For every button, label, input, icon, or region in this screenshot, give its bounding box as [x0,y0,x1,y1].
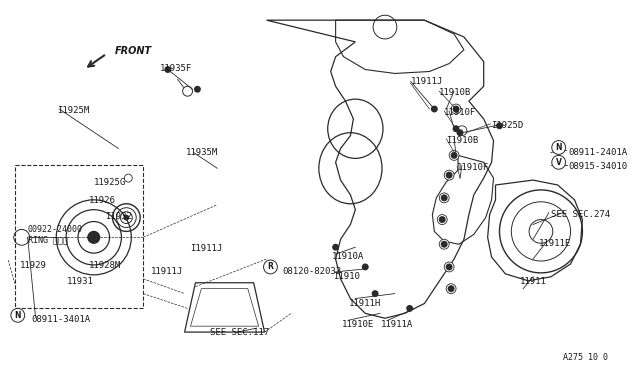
Text: I1910B: I1910B [446,136,479,145]
Circle shape [449,150,459,160]
Circle shape [456,129,463,136]
Text: FRONT: FRONT [115,46,152,56]
Circle shape [124,215,129,221]
Text: 11935F: 11935F [160,64,192,73]
Circle shape [439,239,449,249]
Circle shape [552,141,566,154]
Circle shape [164,66,172,73]
Text: 11911A: 11911A [381,320,413,329]
Circle shape [11,308,25,322]
Text: I1910: I1910 [333,272,360,281]
Circle shape [441,241,447,248]
Text: A275 10 0: A275 10 0 [563,353,607,362]
Circle shape [446,284,456,294]
Text: 11911E: 11911E [539,239,572,248]
Circle shape [441,195,447,201]
Circle shape [88,231,100,243]
Circle shape [332,244,339,251]
Text: 11910A: 11910A [332,252,364,261]
Circle shape [451,104,461,114]
Text: R: R [268,262,273,272]
Text: I1932: I1932 [106,212,132,221]
Text: SEE SEC.274: SEE SEC.274 [551,210,610,219]
Text: 00922-24000: 00922-24000 [28,225,83,234]
Bar [15,165,143,308]
Text: V: V [556,158,562,167]
Text: I1925D: I1925D [492,121,524,130]
Text: N: N [556,143,562,152]
Text: 11911J: 11911J [411,77,443,86]
Circle shape [445,172,452,179]
Text: I1911J: I1911J [191,244,223,253]
Circle shape [447,285,454,292]
Text: N: N [15,311,21,320]
Circle shape [444,262,454,272]
Text: 11935M: 11935M [186,148,218,157]
Text: 11929: 11929 [20,261,47,270]
Text: 11911H: 11911H [348,299,381,308]
Circle shape [452,125,460,132]
Text: 11925G: 11925G [94,178,126,187]
Circle shape [445,263,452,270]
Circle shape [406,305,413,312]
Text: 11910B: 11910B [439,88,472,97]
Circle shape [452,106,460,112]
Text: I1925M: I1925M [57,106,90,115]
Circle shape [437,215,447,224]
Text: 11910F: 11910F [444,108,476,117]
Text: 11911: 11911 [520,277,547,286]
Text: RING リング: RING リング [28,235,68,244]
Circle shape [194,86,201,93]
Text: 08911-3401A: 08911-3401A [31,315,91,324]
Circle shape [451,152,458,159]
Text: 08911-2401A: 08911-2401A [568,148,628,157]
Circle shape [372,290,378,297]
Text: 11931: 11931 [67,277,94,286]
Text: 11928M: 11928M [89,261,121,270]
Circle shape [444,170,454,180]
Circle shape [439,193,449,203]
Text: 08915-34010: 08915-34010 [568,162,628,171]
Circle shape [457,126,467,136]
Circle shape [552,155,566,169]
Circle shape [264,260,277,274]
Text: 11926: 11926 [89,196,116,205]
Text: SEE SEC.117: SEE SEC.117 [211,328,269,337]
Circle shape [362,263,369,270]
Circle shape [439,216,445,223]
Text: 11911J: 11911J [151,267,183,276]
Text: 08120-82033: 08120-82033 [282,267,342,276]
Text: 11910F: 11910F [457,163,490,172]
Circle shape [496,122,503,129]
Text: 11910E: 11910E [342,320,374,329]
Circle shape [431,106,438,112]
